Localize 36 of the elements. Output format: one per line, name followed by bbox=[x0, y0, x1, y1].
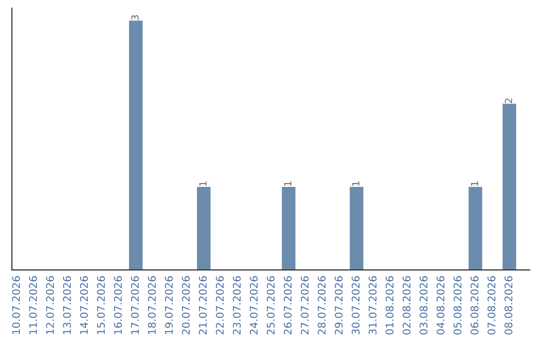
x-tick-label: 25.07.2026 bbox=[266, 276, 275, 334]
x-tick-label: 24.07.2026 bbox=[250, 276, 258, 334]
data-label: 3 bbox=[131, 15, 139, 20]
x-tick-label: 03.08.2026 bbox=[420, 276, 428, 334]
x-tick-label: 21.07.2026 bbox=[198, 276, 207, 334]
data-label: 2 bbox=[504, 98, 512, 104]
x-tick-label: 07.08.2026 bbox=[488, 276, 496, 334]
x-tick-label: 05.08.2026 bbox=[454, 276, 462, 334]
x-tick-label: 16.07.2026 bbox=[114, 276, 122, 334]
x-tick-label: 14.07.2026 bbox=[80, 276, 88, 334]
x-tick-label: 17.07.2026 bbox=[130, 276, 139, 334]
data-label: 1 bbox=[199, 182, 206, 186]
x-tick-label: 20.07.2026 bbox=[182, 276, 190, 334]
x-tick-label: 13.07.2026 bbox=[63, 276, 71, 334]
x-tick-label: 30.07.2026 bbox=[352, 276, 360, 334]
x-tick-label: 06.08.2026 bbox=[470, 276, 478, 334]
x-tick-label: 04.08.2026 bbox=[436, 276, 444, 334]
x-tick-label: 01.08.2026 bbox=[386, 276, 394, 334]
x-tick-label: 02.08.2026 bbox=[402, 276, 411, 334]
x-tick-label: 11.07.2026 bbox=[29, 276, 37, 334]
x-tick-label: 12.07.2026 bbox=[46, 276, 54, 334]
data-label: 1 bbox=[284, 182, 292, 186]
data-label: 1 bbox=[471, 182, 478, 186]
x-tick-label: 08.08.2026 bbox=[504, 276, 512, 334]
x-tick-label: 31.07.2026 bbox=[368, 276, 377, 334]
x-tick-label: 10.07.2026 bbox=[12, 276, 20, 334]
x-tick-label: 28.07.2026 bbox=[318, 276, 326, 334]
x-tick-label: 29.07.2026 bbox=[334, 276, 343, 334]
x-tick-label: 15.07.2026 bbox=[97, 276, 105, 334]
x-tick-label: 26.07.2026 bbox=[284, 276, 292, 334]
x-tick-label: 23.07.2026 bbox=[232, 276, 241, 334]
data-label: 1 bbox=[352, 182, 360, 186]
x-tick-label: 18.07.2026 bbox=[148, 276, 156, 334]
x-tick-label: 19.07.2026 bbox=[164, 276, 173, 334]
x-tick-label: 27.07.2026 bbox=[300, 276, 309, 334]
x-tick-label: 22.07.2026 bbox=[216, 276, 224, 334]
